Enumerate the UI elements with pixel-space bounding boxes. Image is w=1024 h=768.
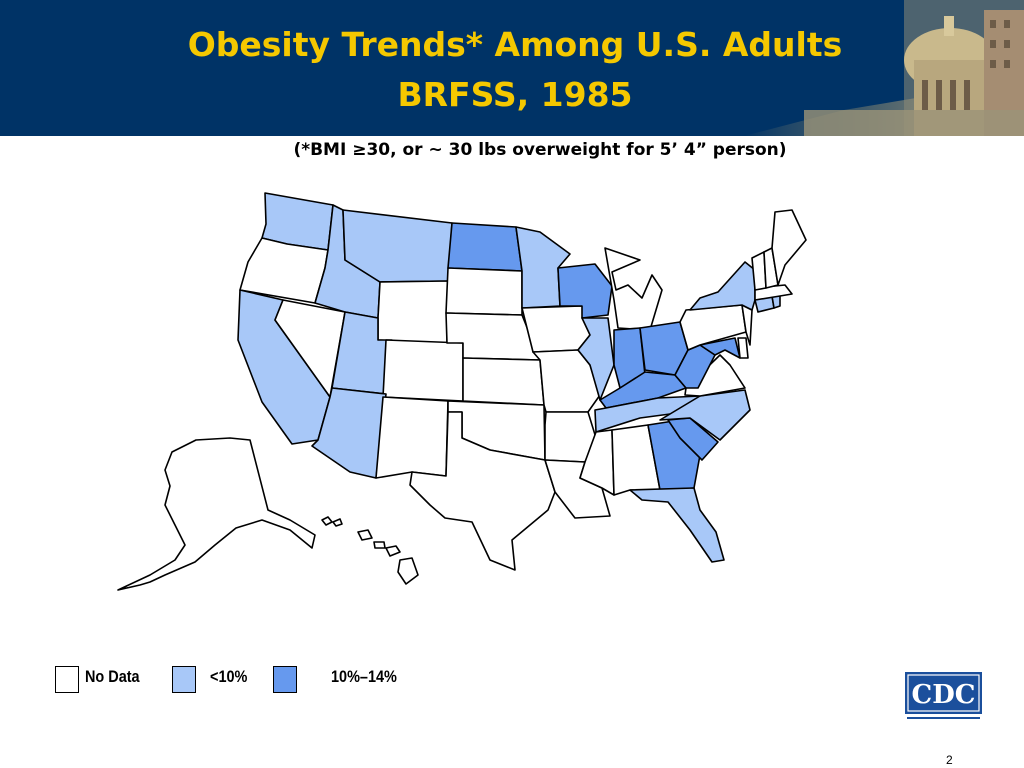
cdc-logo-icon: CDC [905,672,982,719]
state-de [737,337,749,359]
legend-label-10-to-14: 10%–14% [331,667,397,686]
legend-item-no-data: No Data [55,665,140,693]
legend-item-10-to-14: 10%–14% [273,665,397,693]
map-legend: No Data <10% 10%–14% [55,665,455,695]
cdc-logo-text: CDC [912,680,976,710]
state-hi-4 [373,541,386,549]
state-nm [375,396,449,479]
slide-header: Obesity Trends* Among U.S. Adults BRFSS,… [0,0,1024,136]
title-line-1: Obesity Trends* Among U.S. Adults [187,25,843,64]
state-az [311,387,387,479]
slide-subtitle: (*BMI ≥30, or ~ 30 lbs overweight for 5’… [293,140,787,160]
state-sd [445,267,523,316]
state-wy [377,280,449,344]
state-hi-2 [332,518,343,527]
state-mi [604,247,663,331]
state-ny [689,261,756,311]
state-hi-5 [385,545,401,557]
slide-title: Obesity Trends* Among U.S. Adults BRFSS,… [120,20,910,120]
legend-item-under-10: <10% [172,665,247,693]
legend-swatch-under-10 [172,665,196,693]
state-hi-1 [321,516,333,526]
state-ks [462,357,545,406]
legend-label-under-10: <10% [210,667,248,686]
us-obesity-map [117,192,807,591]
state-ia [521,305,591,353]
state-fl [629,487,725,563]
title-line-2: BRFSS, 1985 [397,75,633,114]
page-number: 2 [946,753,953,767]
legend-swatch-10-to-14 [273,665,297,693]
state-nd [447,222,523,272]
state-me [771,209,807,286]
state-tx [409,411,556,571]
state-hi-3 [357,529,373,541]
legend-swatch-no-data [55,665,79,693]
state-co [382,339,464,402]
state-ak [117,437,316,591]
state-wi [557,263,613,319]
legend-label-no-data: No Data [85,667,140,686]
state-hi-6 [397,557,419,585]
state-il [577,317,615,401]
capitol-dome-photo [744,0,1024,136]
